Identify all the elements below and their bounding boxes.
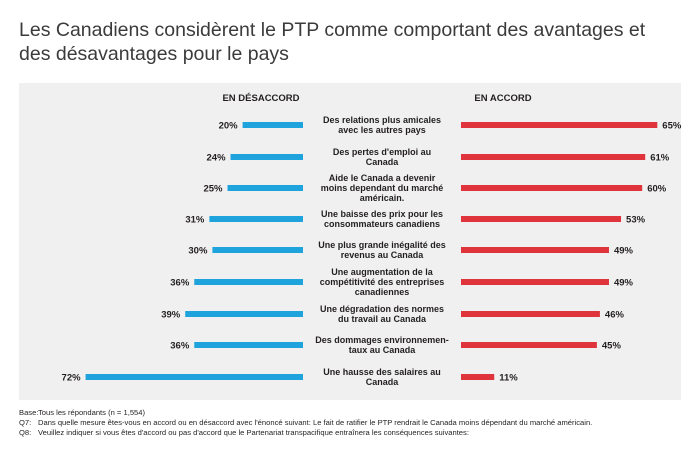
value-label-agree: 45% [602,341,622,352]
category-label-line: du travail au Canada [338,314,427,324]
category-label-line: Une baisse des prix pour les [321,209,443,219]
bar-disagree [194,279,303,285]
chart-title: Les Canadiens considèrent le PTP comme c… [19,19,646,65]
value-label-disagree: 36% [170,278,190,289]
category-label-line: revenus au Canada [341,250,425,260]
footnote-key: Base: [19,408,39,417]
value-label-disagree: 39% [161,310,181,321]
category-label: Des pertes d'emploi au Canada [333,147,431,167]
value-label-disagree: 31% [185,215,205,226]
value-label-disagree: 30% [188,246,208,257]
value-label-disagree: 36% [170,341,190,352]
bar-disagree [212,247,303,253]
category-label-line: américain. [360,193,405,203]
value-label-disagree: 72% [62,373,82,384]
value-label-agree: 65% [662,121,682,132]
footnote-row: Q7: Dans quelle mesure êtes-vous en accor… [19,418,684,428]
category-label-line: moins dependant du marché [321,183,444,193]
category-label: Une baisse des prix pour les consommateur… [321,209,443,229]
category-label: Aide le Canada a devenir moins dependant … [321,173,444,203]
bar-agree [461,216,622,222]
category-label: Des relations plus amicales avec les autr… [323,115,441,135]
bar-agree [461,247,609,253]
footnote-key: Q8: [19,428,32,437]
category-label: Une hausse des salaires au Canada [323,367,441,387]
category-label-line: Des relations plus amicales [323,115,441,125]
value-label-agree: 11% [499,373,518,384]
value-label-agree: 61% [650,153,670,164]
category-label-line: Aide le Canada a devenir [329,173,436,183]
footnote-text: Veuillez indiquer si vous êtes d'accord … [38,428,469,437]
bar-disagree [209,216,303,222]
footnote-row: Q8: Veuillez indiquer si vous êtes d'acco… [19,428,684,438]
bar-agree [461,374,495,380]
bar-agree [461,185,643,191]
category-label-line: avec les autres pays [338,125,426,135]
value-label-agree: 46% [605,310,625,321]
footnote-text: Dans quelle mesure êtes-vous en accord o… [38,418,593,427]
category-label-line: consommateurs canadiens [324,219,440,229]
category-label-line: Des dommages environnemen- [315,335,449,345]
category-label-line: canadiennes [355,287,410,297]
header-agree: EN ACCORD [474,93,531,104]
bar-disagree [194,342,303,348]
value-label-disagree: 25% [203,184,223,195]
category-label-line: Canada [366,157,400,167]
value-label-agree: 53% [626,215,646,226]
bar-agree [461,279,609,285]
category-label-line: Canada [366,377,400,387]
bar-agree [461,154,646,160]
value-label-agree: 49% [614,246,634,257]
footnote-row: Base: Tous les répondants (n = 1,554) [19,408,684,418]
bar-agree [461,342,597,348]
bar-disagree [242,122,303,128]
value-label-disagree: 20% [219,121,239,132]
bar-agree [461,122,658,128]
bar-agree [461,311,600,317]
footnotes: Base: Tous les répondants (n = 1,554) Q7: D… [19,408,684,438]
category-label-line: Une augmentation de la [331,267,434,277]
category-label-line: compétitivité des entreprises [320,277,445,287]
bar-disagree [85,374,303,380]
category-label: Des dommages environnemen-taux au Canada [315,335,449,355]
value-label-agree: 49% [614,278,634,289]
value-label-agree: 60% [647,184,667,195]
category-label-line: Des pertes d'emploi au [333,147,431,157]
bar-disagree [227,185,303,191]
value-label-disagree: 24% [207,153,227,164]
category-label: Une plus grande inégalité des revenus au … [318,240,446,260]
category-label-line: Une plus grande inégalité des [318,240,446,250]
category-label-line: taux au Canada [349,345,417,355]
header-disagree: EN DÉSACCORD [222,93,299,104]
category-label-line: Une dégradation des normes [320,304,444,314]
footnote-key: Q7: [19,418,32,427]
bar-disagree [230,154,303,160]
category-label-line: Une hausse des salaires au [323,367,441,377]
category-label: Une dégradation des normes du travail au … [320,304,444,324]
category-label: Une augmentation de la compétitivité des … [320,267,445,297]
bar-disagree [185,311,303,317]
footnote-text: Tous les répondants (n = 1,554) [38,408,146,417]
